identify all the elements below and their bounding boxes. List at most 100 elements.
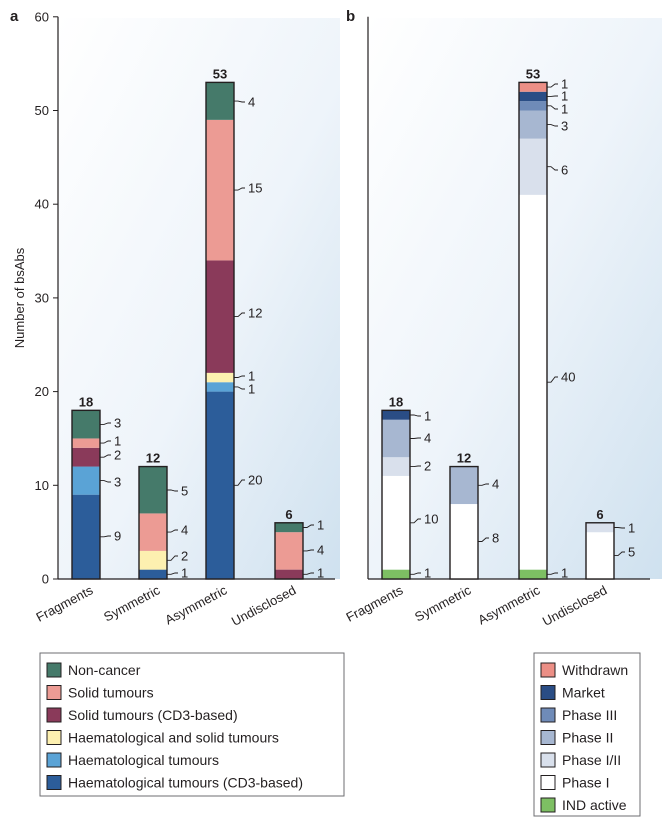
a-bar-total-symmetric: 12 xyxy=(146,451,160,466)
b-segment-value-label: 4 xyxy=(492,477,499,492)
b-legend-label-withdrawn: Withdrawn xyxy=(562,662,628,678)
a-bar-segment-asymmetric-non-cancer xyxy=(206,82,234,119)
a-bar-segment-fragments-haematological-tumours-cd3-based xyxy=(72,495,100,579)
b-bar-total-fragments: 18 xyxy=(389,394,403,409)
a-segment-value-label: 20 xyxy=(248,473,262,488)
b-bar-total-undisclosed: 6 xyxy=(596,507,603,522)
a-segment-value-label: 1 xyxy=(248,369,255,384)
panel-b-label: b xyxy=(346,8,355,25)
a-bar-segment-asymmetric-haematological-tumours xyxy=(206,382,234,391)
a-legend-swatch-haematological-tumours-cd3-based xyxy=(47,776,61,790)
b-bar-segment-asymmetric-market xyxy=(519,92,547,101)
a-bar-segment-undisclosed-non-cancer xyxy=(275,523,303,532)
a-legend-swatch-solid-tumours-cd3-based xyxy=(47,708,61,722)
a-bar-segment-symmetric-haematological-and-solid-tumours xyxy=(139,551,167,570)
a-legend-label-haematological-and-solid-tumours: Haematological and solid tumours xyxy=(68,730,279,746)
b-bar-segment-asymmetric-phase-iii xyxy=(519,101,547,110)
b-segment-value-label: 5 xyxy=(628,545,635,560)
b-segment-value-label: 1 xyxy=(561,102,568,117)
a-bar-segment-undisclosed-solid-tumours xyxy=(275,532,303,569)
b-legend-swatch-phase-i xyxy=(541,776,555,790)
a-bar-total-undisclosed: 6 xyxy=(285,507,292,522)
a-bar-segment-symmetric-haematological-tumours-cd3-based xyxy=(139,570,167,579)
b-bar-total-asymmetric: 53 xyxy=(526,66,540,81)
a-bar-total-asymmetric: 53 xyxy=(213,66,227,81)
b-legend-label-phase-iii: Phase III xyxy=(562,707,617,723)
a-legend-swatch-haematological-and-solid-tumours xyxy=(47,731,61,745)
b-segment-value-label: 1 xyxy=(424,409,431,424)
a-segment-value-label: 15 xyxy=(248,181,262,196)
a-bar-total-fragments: 18 xyxy=(79,394,93,409)
a-segment-value-label: 1 xyxy=(248,382,255,397)
a-legend-swatch-solid-tumours xyxy=(47,686,61,700)
y-axis-title: Number of bsAbs xyxy=(12,247,27,348)
b-bar-segment-fragments-market xyxy=(382,410,410,419)
b-legend-label-phase-i: Phase I xyxy=(562,775,609,791)
a-segment-value-label: 4 xyxy=(317,543,324,558)
a-segment-value-label: 1 xyxy=(181,566,188,581)
a-segment-value-label: 2 xyxy=(114,448,121,463)
b-legend-label-market: Market xyxy=(562,685,605,701)
a-legend-label-non-cancer: Non-cancer xyxy=(68,662,141,678)
b-bar-segment-asymmetric-phase-i-ii xyxy=(519,139,547,195)
a-segment-value-label: 5 xyxy=(181,484,188,499)
b-legend-swatch-ind-active xyxy=(541,798,555,812)
b-bar-segment-symmetric-phase-ii xyxy=(450,467,478,504)
b-bar-segment-undisclosed-phase-i xyxy=(586,532,614,579)
b-category-label-asymmetric: Asymmetric xyxy=(475,582,542,627)
b-bar-total-symmetric: 12 xyxy=(457,451,471,466)
a-legend-label-haematological-tumours-cd3-based: Haematological tumours (CD3-based) xyxy=(68,775,303,791)
y-tick-label: 60 xyxy=(35,9,49,24)
a-bar-segment-asymmetric-haematological-and-solid-tumours xyxy=(206,373,234,382)
a-bar-segment-symmetric-non-cancer xyxy=(139,467,167,514)
a-category-label-asymmetric: Asymmetric xyxy=(162,582,229,627)
b-legend-label-ind-active: IND active xyxy=(562,797,627,813)
y-tick-label: 30 xyxy=(35,290,49,305)
a-segment-value-label: 9 xyxy=(114,529,121,544)
a-segment-value-label: 2 xyxy=(181,549,188,564)
b-legend-swatch-phase-iii xyxy=(541,708,555,722)
b-legend-label-phase-i-ii: Phase I/II xyxy=(562,752,621,768)
a-segment-value-label: 4 xyxy=(181,523,188,538)
b-segment-leader xyxy=(614,528,625,529)
a-bar-segment-fragments-solid-tumours xyxy=(72,438,100,447)
a-segment-value-label: 1 xyxy=(317,518,324,533)
b-legend-label-phase-ii: Phase II xyxy=(562,730,613,746)
b-category-label-symmetric: Symmetric xyxy=(412,582,474,624)
b-segment-value-label: 1 xyxy=(561,566,568,581)
a-bar-segment-fragments-solid-tumours-cd3-based xyxy=(72,448,100,467)
panel-b-background xyxy=(368,18,662,579)
b-segment-value-label: 10 xyxy=(424,512,438,527)
a-bar-segment-asymmetric-solid-tumours xyxy=(206,120,234,261)
b-segment-value-label: 40 xyxy=(561,370,575,385)
a-legend-label-haematological-tumours: Haematological tumours xyxy=(68,752,219,768)
a-legend-swatch-non-cancer xyxy=(47,663,61,677)
b-bar-segment-undisclosed-phase-i-ii xyxy=(586,523,614,532)
b-segment-value-label: 1 xyxy=(424,566,431,581)
a-bar-segment-fragments-non-cancer xyxy=(72,410,100,438)
b-bar-segment-fragments-phase-i xyxy=(382,476,410,570)
b-legend-swatch-phase-ii xyxy=(541,731,555,745)
b-legend-swatch-withdrawn xyxy=(541,663,555,677)
b-bar-segment-asymmetric-ind-active xyxy=(519,570,547,579)
a-bar-segment-asymmetric-haematological-tumours-cd3-based xyxy=(206,392,234,579)
b-segment-value-label: 6 xyxy=(561,163,568,178)
y-tick-label: 20 xyxy=(35,384,49,399)
a-legend-label-solid-tumours: Solid tumours xyxy=(68,685,154,701)
panel-a-label: a xyxy=(10,8,19,25)
b-segment-value-label: 4 xyxy=(424,431,431,446)
b-bar-segment-asymmetric-phase-i xyxy=(519,195,547,570)
y-tick-label: 0 xyxy=(42,572,49,587)
a-category-label-fragments: Fragments xyxy=(33,582,95,625)
b-bar-segment-fragments-phase-ii xyxy=(382,420,410,457)
b-bar-segment-asymmetric-withdrawn xyxy=(519,82,547,91)
a-segment-value-label: 3 xyxy=(114,416,121,431)
a-category-label-undisclosed: Undisclosed xyxy=(229,582,299,628)
a-bar-segment-asymmetric-solid-tumours-cd3-based xyxy=(206,260,234,372)
a-legend-label-solid-tumours-cd3-based: Solid tumours (CD3-based) xyxy=(68,707,238,723)
a-segment-value-label: 1 xyxy=(114,434,121,449)
b-legend-swatch-market xyxy=(541,686,555,700)
b-segment-leader xyxy=(410,438,421,439)
b-segment-value-label: 1 xyxy=(628,521,635,536)
